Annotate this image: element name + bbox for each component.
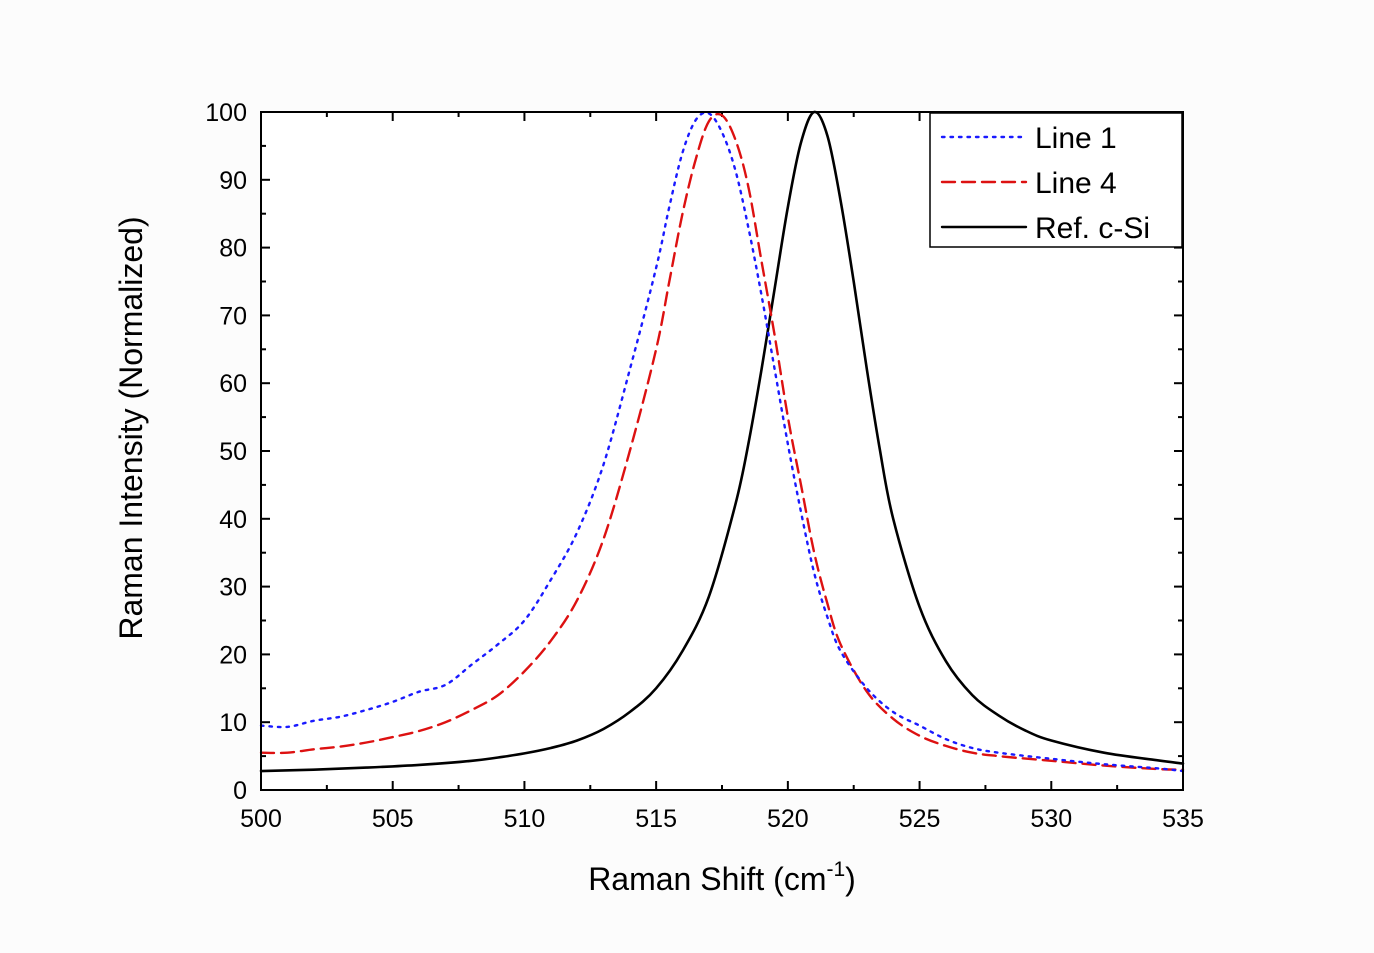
y-tick-label: 40 xyxy=(219,506,247,534)
x-tick-label: 530 xyxy=(1030,805,1072,833)
series-lines xyxy=(259,110,1185,773)
y-tick-label: 80 xyxy=(219,235,247,263)
series-line-3 xyxy=(259,110,1185,773)
axis-ticks: 500 505 510 515 520 525 530 535 0 10 20 30 40 50 60 70 8… xyxy=(205,99,1204,833)
x-tick-label: 505 xyxy=(372,805,414,833)
y-tick-label: 60 xyxy=(219,370,247,398)
legend: Line 1 Line 4 Ref. c-Si xyxy=(929,112,1183,248)
series-line-2 xyxy=(259,112,1185,771)
x-tick-label: 500 xyxy=(240,805,282,833)
x-tick-label: 515 xyxy=(635,805,677,833)
legend-box xyxy=(929,112,1183,248)
plot-border xyxy=(260,111,1184,791)
y-tick-label: 50 xyxy=(219,438,247,466)
x-tick-label: 535 xyxy=(1162,805,1204,833)
x-axis-title-superscript: -1 xyxy=(826,858,845,881)
x-axis-title: Raman Shift (cm-1) xyxy=(588,858,856,897)
y-tick-label: 20 xyxy=(219,641,247,669)
x-tick-label: 520 xyxy=(767,805,809,833)
x-axis-title-close: ) xyxy=(845,861,856,897)
legend-label-2: Line 4 xyxy=(1035,167,1117,200)
y-tick-label: 0 xyxy=(233,777,247,805)
legend-label-1: Line 1 xyxy=(1035,122,1117,155)
y-tick-label: 90 xyxy=(219,167,247,195)
x-tick-label: 525 xyxy=(899,805,941,833)
y-axis-title: Raman Intensity (Normalized) xyxy=(113,216,149,639)
plot-border-rect xyxy=(260,111,1184,791)
x-tick-label: 510 xyxy=(504,805,546,833)
y-tick-label: 30 xyxy=(219,574,247,602)
x-axis-title-main: Raman Shift (cm xyxy=(588,861,826,897)
legend-label-3: Ref. c-Si xyxy=(1035,212,1150,245)
y-tick-label: 10 xyxy=(219,709,247,737)
y-tick-label: 70 xyxy=(219,302,247,330)
y-tick-label: 100 xyxy=(205,99,247,127)
